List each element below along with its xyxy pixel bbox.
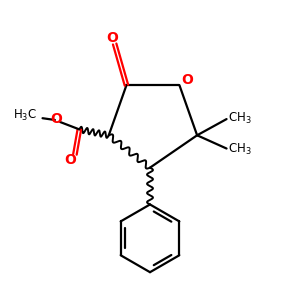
Text: O: O [64,153,76,167]
Text: H$_3$C: H$_3$C [13,108,37,123]
Text: O: O [51,112,63,126]
Text: CH$_3$: CH$_3$ [228,142,252,157]
Text: O: O [181,73,193,87]
Text: CH$_3$: CH$_3$ [228,111,252,126]
Text: O: O [106,31,118,44]
